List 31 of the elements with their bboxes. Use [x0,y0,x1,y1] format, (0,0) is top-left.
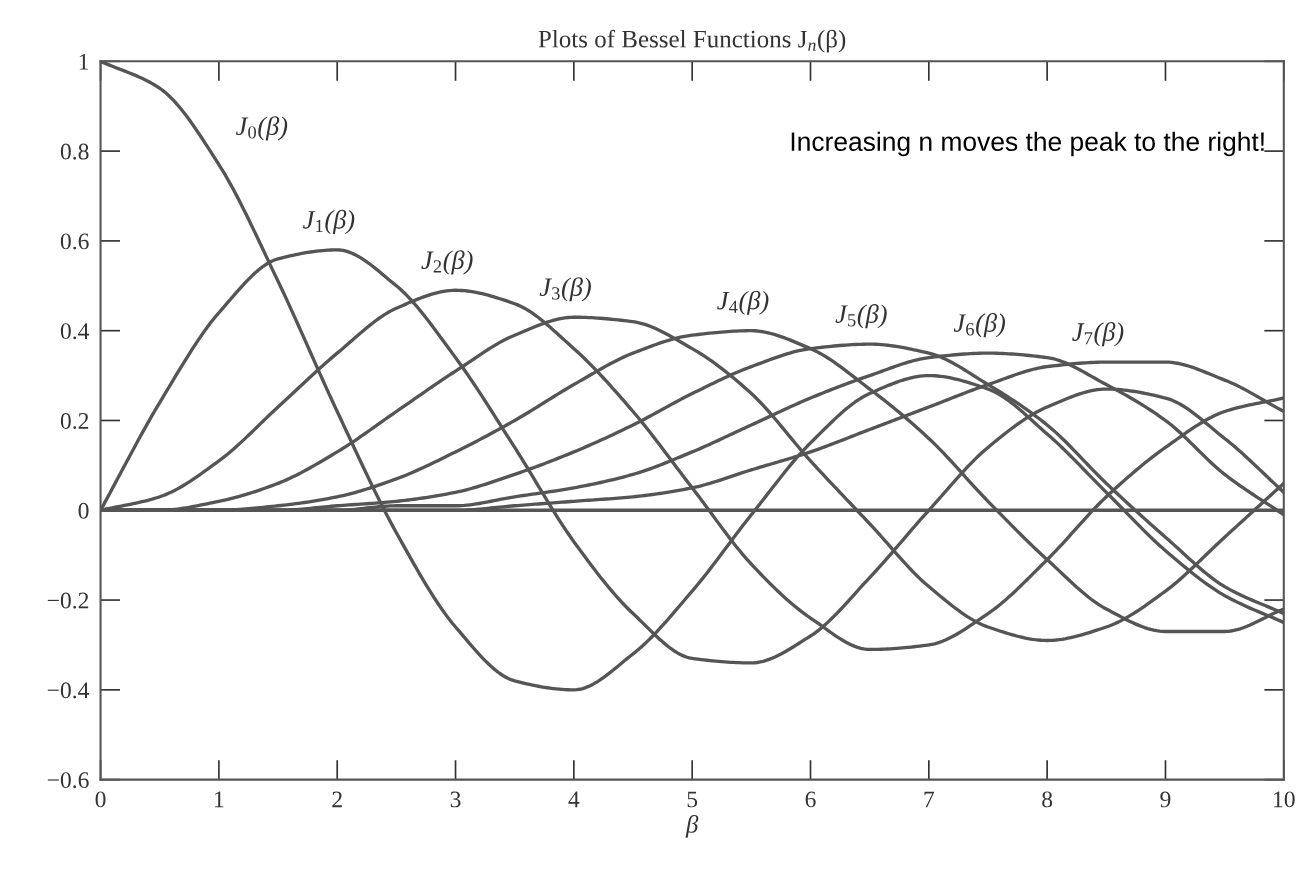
x-tick-label: 7 [924,791,935,808]
chart-title: Plots of Bessel Functions J$_{n}$(β) [538,29,846,53]
series-label: J$_{1}$(β) [303,209,355,235]
series-label: J$_{7}$(β) [1072,322,1124,347]
x-axis-title: β [685,814,699,838]
y-tick-label: 0.4 [60,323,90,340]
y-tick-label: 0 [78,502,89,519]
x-tick-label: 2 [332,791,342,808]
x-tick-label: 3 [450,791,461,808]
y-tick-label: 0.2 [60,412,89,430]
y-tick-label: −0.6 [47,772,89,789]
series-label: J$_{0}$(β) [235,116,288,141]
y-tick-label: 1 [79,53,89,70]
x-tick-label: 9 [1160,791,1171,808]
series-label: J$_{6}$(β) [953,313,1006,338]
annotation: Increasing n moves the peak to the right! [791,131,1264,157]
series-label: J$_{3}$(β) [539,277,591,302]
y-tick-label: −0.4 [47,682,90,699]
y-tick-label: −0.2 [47,592,89,609]
series-label: J$_{2}$(β) [421,250,473,275]
y-tick-label: 0.8 [60,143,89,160]
x-tick-label: 5 [687,791,698,808]
series-label: J$_{4}$(β) [717,290,769,315]
x-tick-label: 4 [568,791,580,808]
x-tick-label: 6 [805,791,816,808]
x-tick-label: 10 [1274,791,1295,808]
y-tick-label: 0.6 [60,233,89,250]
x-tick-label: 1 [215,791,224,808]
x-tick-label: 0 [95,791,106,808]
x-tick-label: 8 [1042,791,1053,808]
series-label: J$_{5}$(β) [835,304,887,329]
